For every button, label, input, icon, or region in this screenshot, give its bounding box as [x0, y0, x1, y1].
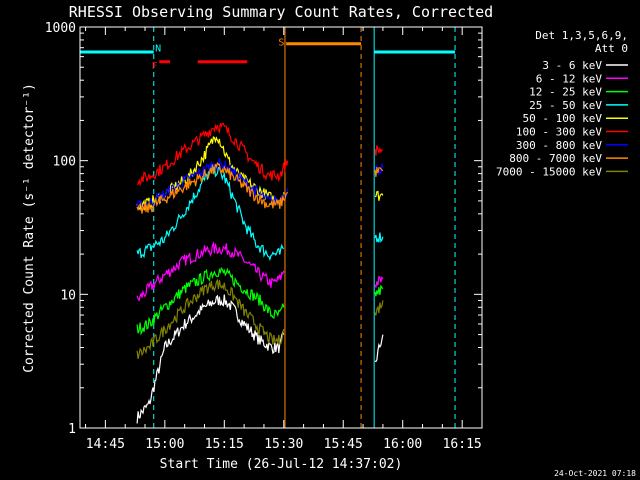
y-tick-label-1: 10	[60, 288, 76, 303]
legend-header-1: Att 0	[595, 42, 628, 55]
chart-title: RHESSI Observing Summary Count Rates, Co…	[69, 3, 493, 21]
y-tick-label-3: 1000	[45, 21, 76, 36]
flag-label-f: F	[152, 61, 158, 72]
x-tick-label-5: 16:00	[383, 437, 422, 452]
series-2	[136, 267, 384, 336]
x-tick-label-4: 15:45	[324, 437, 363, 452]
series-3-segment-1	[374, 232, 384, 243]
legend-label-5: 100 - 300 keV	[516, 126, 602, 139]
y-axis-label: Corrected Count Rate (s⁻¹ detector⁻¹)	[22, 83, 37, 373]
x-tick-label-1: 15:00	[145, 437, 184, 452]
series-2-segment-0	[136, 267, 285, 336]
x-tick-label-6: 16:15	[443, 437, 482, 452]
series-1-segment-1	[374, 275, 384, 289]
x-axis-label: Start Time (26-Jul-12 14:37:02)	[160, 457, 403, 472]
series-7-segment-0	[136, 161, 289, 214]
flag-label-n: N	[155, 44, 161, 55]
plot-layer: NF S	[79, 27, 456, 428]
series-1	[136, 241, 384, 302]
axis-layer: 1 10 100 1000 14:45 15:00 15:15 15:30 15:45 16:00…	[45, 21, 483, 452]
series-2-segment-1	[374, 284, 384, 297]
series-0-segment-1	[374, 334, 384, 363]
y-tick-label-0: 1	[68, 422, 76, 437]
series-0	[136, 294, 384, 424]
series-5-segment-0	[137, 122, 289, 187]
series-8	[136, 278, 384, 360]
series-6-segment-1	[374, 163, 384, 176]
legend-label-7: 800 - 7000 keV	[509, 152, 602, 165]
series-1-segment-0	[136, 241, 285, 302]
footer-date: 24-Oct-2021 07:18	[554, 469, 636, 478]
series-8-segment-1	[374, 300, 384, 316]
legend-label-2: 12 - 25 keV	[529, 86, 602, 99]
series-0-segment-0	[136, 294, 285, 424]
series-8-segment-0	[136, 278, 285, 360]
legend-label-6: 300 - 800 keV	[516, 139, 602, 152]
x-tick-label-0: 14:45	[86, 437, 125, 452]
y-tick-label-2: 100	[53, 155, 76, 170]
series-6	[136, 158, 384, 212]
series-5	[137, 122, 384, 187]
legend-label-0: 3 - 6 keV	[542, 59, 602, 72]
legend-label-3: 25 - 50 keV	[529, 99, 602, 112]
x-tick-label-2: 15:15	[205, 437, 244, 452]
x-tick-label-3: 15:30	[264, 437, 303, 452]
legend-label-4: 50 - 100 keV	[523, 112, 603, 125]
series-7-segment-1	[374, 166, 384, 177]
legend-label-1: 6 - 12 keV	[536, 72, 603, 85]
series-7	[136, 161, 384, 214]
series-4-segment-1	[374, 190, 384, 201]
series-6-segment-0	[136, 158, 289, 212]
plot-frame	[79, 26, 483, 429]
legend-label-8: 7000 - 15000 keV	[496, 165, 602, 178]
flag-label-s: S	[278, 37, 284, 48]
legend-header-0: Det 1,3,5,6,9,	[535, 29, 628, 42]
series-5-segment-1	[374, 145, 384, 156]
